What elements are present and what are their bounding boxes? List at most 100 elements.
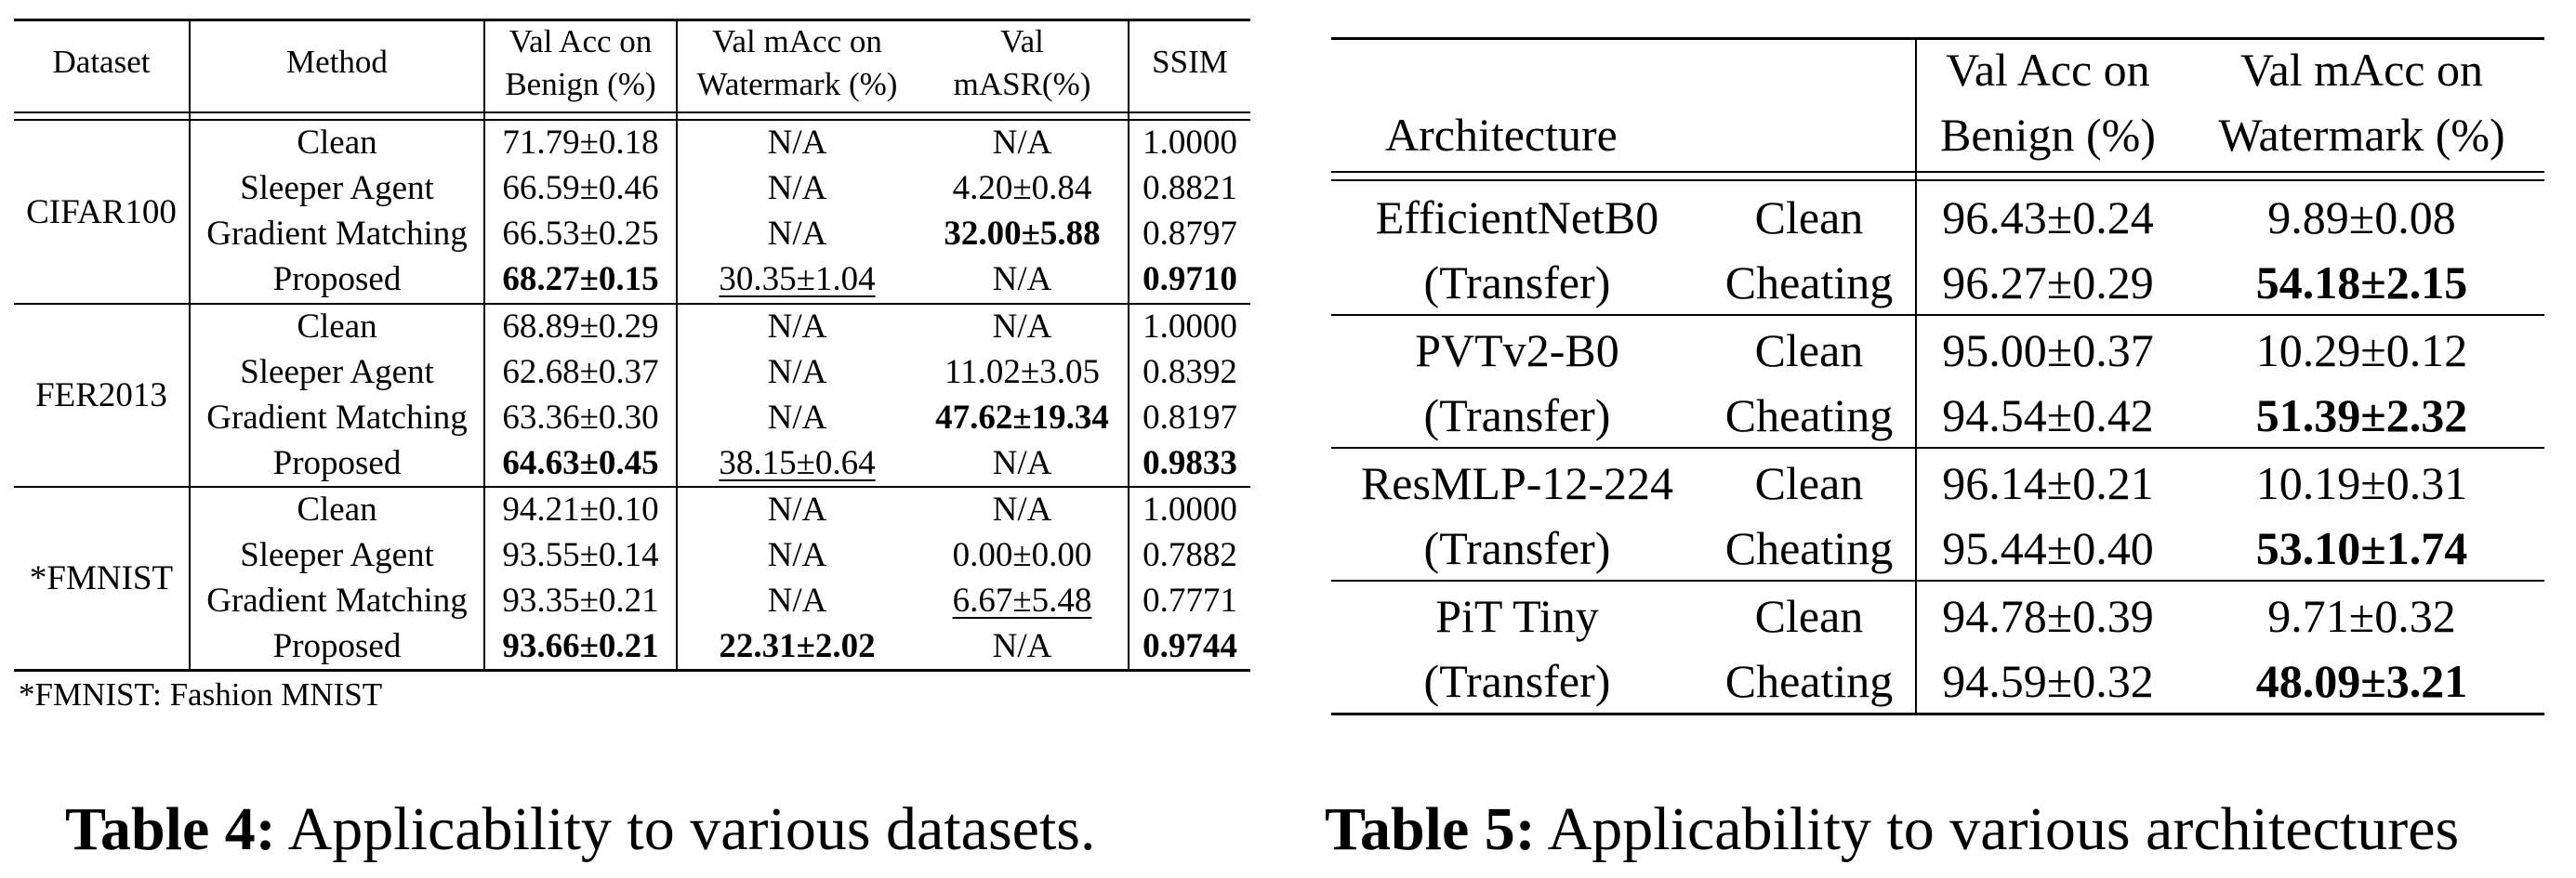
method-cell: Gradient Matching <box>206 399 468 437</box>
underlined-value: 6.67±5.48 <box>952 582 1092 620</box>
ssim-cell: 0.8821 <box>1143 169 1237 207</box>
header-val-masr-line1: Val <box>1000 23 1044 59</box>
method-cell: Sleeper Agent <box>240 169 434 207</box>
method-cell: Clean <box>1754 191 1864 243</box>
val-acc-cell: 95.00±0.37 <box>1942 324 2154 376</box>
val-masr-cell-second: 6.67±5.48 <box>917 579 1128 623</box>
val-acc-cell: 96.43±0.24 <box>1942 191 2154 243</box>
header-ssim: SSIM <box>1152 44 1228 80</box>
val-macc-cell: N/A <box>767 491 827 529</box>
header-val-acc-line2: Benign (%) <box>1940 109 2156 161</box>
architecture-sub: (Transfer) <box>1423 389 1611 441</box>
table-4: Dataset Method Val Acc on Benign (%) Val… <box>0 0 1264 725</box>
val-acc-cell: 93.55±0.14 <box>502 536 659 574</box>
header-rule-2 <box>14 119 1250 121</box>
val-macc-cell: N/A <box>767 308 827 346</box>
underlined-value: 30.35±1.04 <box>719 260 876 298</box>
val-macc-cell: N/A <box>767 169 827 207</box>
val-acc-cell: 96.27±0.29 <box>1942 256 2154 308</box>
val-masr-cell: N/A <box>992 444 1052 482</box>
val-masr-cell-best: 47.62±19.34 <box>935 399 1109 437</box>
val-acc-cell: 95.44±0.40 <box>1942 522 2154 574</box>
ssim-cell: 1.0000 <box>1143 308 1237 346</box>
ssim-cell: 1.0000 <box>1143 124 1237 162</box>
val-macc-cell: 10.29±0.12 <box>2255 324 2468 376</box>
header-val-acc-line2: Benign (%) <box>505 66 656 102</box>
method-cell: Clean <box>1754 324 1864 376</box>
architecture-name: ResMLP-12-224 <box>1360 457 1674 509</box>
method-cell: Clean <box>1754 457 1864 509</box>
method-cell: Clean <box>297 124 377 162</box>
method-cell: Gradient Matching <box>206 215 468 253</box>
header-method: Method <box>286 44 388 80</box>
underlined-value: 38.15±0.64 <box>719 444 876 482</box>
header-architecture: Architecture <box>1385 109 1618 161</box>
val-masr-cell: 4.20±0.84 <box>952 169 1092 207</box>
val-acc-cell: 94.78±0.39 <box>1942 590 2154 642</box>
caption-label: Table 4: <box>65 795 276 863</box>
header-val-macc-line2: Watermark (%) <box>2218 109 2505 161</box>
header-val-macc-line2: Watermark (%) <box>696 66 898 102</box>
header-val-macc-line1: Val mAcc on <box>2239 44 2484 96</box>
table-4-caption: Table 4: Applicability to various datase… <box>65 794 1095 865</box>
method-cell: Proposed <box>272 260 402 298</box>
header-dataset: Dataset <box>52 44 151 80</box>
val-acc-cell: 94.59±0.32 <box>1942 655 2154 707</box>
method-cell: Gradient Matching <box>206 582 468 620</box>
group-rule-2 <box>14 486 1250 488</box>
col-rule-2 <box>483 19 485 671</box>
architecture-sub: (Transfer) <box>1423 655 1611 707</box>
header-rule-1 <box>14 111 1250 113</box>
top-rule <box>14 19 1250 21</box>
ssim-cell: 0.7771 <box>1143 582 1237 620</box>
val-masr-cell: N/A <box>992 260 1052 298</box>
val-macc-cell-best: 48.09±3.21 <box>2255 655 2468 707</box>
val-masr-cell: 11.02±3.05 <box>945 353 1100 391</box>
method-cell: Proposed <box>272 627 402 665</box>
val-macc-cell: N/A <box>767 124 827 162</box>
val-macc-cell: 9.71±0.32 <box>2267 590 2456 642</box>
group-rule-1 <box>14 303 1250 305</box>
header-val-acc-line1: Val Acc on <box>509 23 653 59</box>
val-macc-cell-second: 38.15±0.64 <box>678 441 917 486</box>
val-macc-cell-best: 51.39±2.32 <box>2255 389 2468 441</box>
architecture-name: PiT Tiny <box>1435 590 1599 642</box>
ssim-cell: 0.8392 <box>1143 353 1237 391</box>
method-cell: Proposed <box>272 444 402 482</box>
val-masr-cell-best: 32.00±5.88 <box>944 215 1101 253</box>
val-acc-cell: 94.21±0.10 <box>502 491 659 529</box>
ssim-cell: 1.0000 <box>1143 491 1237 529</box>
ssim-cell: 0.7882 <box>1143 536 1237 574</box>
val-acc-cell: 63.36±0.30 <box>502 399 659 437</box>
val-macc-cell-best: 54.18±2.15 <box>2255 256 2468 308</box>
architecture-name: PVTv2-B0 <box>1415 324 1619 376</box>
method-cell: Cheating <box>1724 522 1894 574</box>
bottom-rule <box>14 669 1250 672</box>
val-macc-cell-best: 22.31±2.02 <box>719 627 876 665</box>
val-acc-cell: 66.53±0.25 <box>502 215 659 253</box>
method-cell: Cheating <box>1724 655 1894 707</box>
col-rule-1 <box>189 19 191 671</box>
val-macc-cell: 10.19±0.31 <box>2255 457 2468 509</box>
val-acc-cell: 68.89±0.29 <box>502 308 659 346</box>
val-acc-cell: 66.59±0.46 <box>502 169 659 207</box>
val-macc-cell-second: 30.35±1.04 <box>678 257 917 302</box>
val-macc-cell: N/A <box>767 353 827 391</box>
ssim-cell-best: 0.9710 <box>1143 260 1237 298</box>
table-5-caption: Table 5: Applicability to various archit… <box>1325 794 2459 865</box>
val-masr-cell: N/A <box>992 308 1052 346</box>
caption-text: Applicability to various architectures <box>1547 795 2460 863</box>
ssim-cell: 0.8197 <box>1143 399 1237 437</box>
val-masr-cell: N/A <box>992 627 1052 665</box>
header-rule-2 <box>1331 179 2544 181</box>
method-cell: Clean <box>1754 590 1864 642</box>
architecture-sub: (Transfer) <box>1423 522 1611 574</box>
method-cell: Cheating <box>1724 389 1894 441</box>
val-macc-cell: N/A <box>767 536 827 574</box>
group-rule-1 <box>1331 314 2544 316</box>
architecture-name: EfficientNetB0 <box>1375 191 1659 243</box>
method-cell: Clean <box>297 491 377 529</box>
val-acc-cell: 96.14±0.21 <box>1942 457 2154 509</box>
footnote: *FMNIST: Fashion MNIST <box>19 676 383 713</box>
dataset-label: FER2013 <box>35 376 167 414</box>
